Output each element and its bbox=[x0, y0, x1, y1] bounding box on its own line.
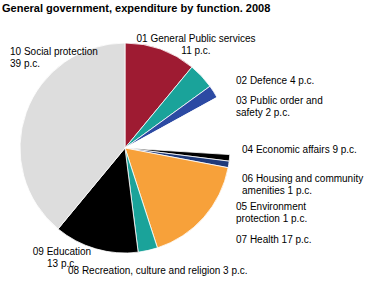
value-label: 1 p.c. bbox=[283, 213, 307, 224]
value-label: 3 p.c. bbox=[220, 265, 247, 276]
label-line: 13 p.c. bbox=[47, 258, 77, 269]
slice-label: 09 Education13 p.c. bbox=[33, 246, 91, 269]
slice-label: 01 General Public services11 p.c. bbox=[137, 33, 256, 56]
pie-slice bbox=[125, 97, 230, 154]
slice-label: 02 Defence 4 p.c. bbox=[236, 75, 314, 86]
slices bbox=[20, 43, 230, 253]
category-label: 03 Public order and bbox=[236, 95, 323, 106]
value-label: 9 p.c. bbox=[330, 144, 357, 155]
category-label: 09 Education bbox=[33, 246, 91, 257]
slice-label: 06 Housing and communityamenities 1 p.c. bbox=[242, 173, 363, 196]
label-line: 11 p.c. bbox=[181, 45, 210, 56]
slice-label: 03 Public order andsafety 2 p.c. bbox=[236, 95, 323, 118]
category-label: amenities bbox=[242, 185, 288, 196]
label-line: 39 p.c. bbox=[10, 58, 40, 69]
value-label: 11 p.c. bbox=[181, 45, 210, 56]
value-label: 4 p.c. bbox=[287, 75, 314, 86]
value-label: 2 p.c. bbox=[265, 107, 289, 118]
category-label: 06 Housing and community bbox=[242, 173, 363, 184]
pie-slice bbox=[20, 43, 125, 229]
value-label: 1 p.c. bbox=[288, 185, 312, 196]
value-label: 13 p.c. bbox=[47, 258, 77, 269]
label-line: protection 1 p.c. bbox=[236, 213, 307, 224]
category-label: 10 Social protection bbox=[10, 46, 98, 57]
category-label: 01 General Public services bbox=[137, 33, 256, 44]
label-line: amenities 1 p.c. bbox=[242, 185, 312, 196]
slice-label: 10 Social protection39 p.c. bbox=[10, 46, 98, 69]
slice-label: 07 Health 17 p.c. bbox=[236, 234, 312, 245]
label-line: safety 2 p.c. bbox=[236, 107, 290, 118]
slice-label: 05 Environmentprotection 1 p.c. bbox=[236, 201, 307, 224]
slice-label: 04 Economic affairs 9 p.c. bbox=[242, 144, 357, 155]
value-label: 17 p.c. bbox=[279, 234, 312, 245]
category-label: protection bbox=[236, 213, 283, 224]
category-label: 02 Defence bbox=[236, 75, 288, 86]
category-label: 07 Health bbox=[236, 234, 279, 245]
category-label: 08 Recreation, culture and religion bbox=[68, 265, 220, 276]
slice-label: 08 Recreation, culture and religion 3 p.… bbox=[68, 265, 248, 276]
value-label: 39 p.c. bbox=[10, 58, 40, 69]
category-label: safety bbox=[236, 107, 265, 118]
chart: General government, expenditure by funct… bbox=[0, 0, 370, 288]
title: General government, expenditure by funct… bbox=[2, 2, 270, 14]
category-label: 05 Environment bbox=[236, 201, 306, 212]
category-label: 04 Economic affairs bbox=[242, 144, 330, 155]
